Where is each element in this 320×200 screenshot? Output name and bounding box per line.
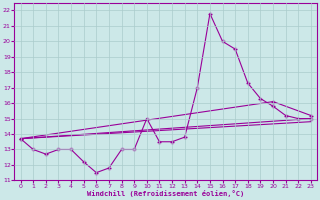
X-axis label: Windchill (Refroidissement éolien,°C): Windchill (Refroidissement éolien,°C)	[87, 190, 244, 197]
